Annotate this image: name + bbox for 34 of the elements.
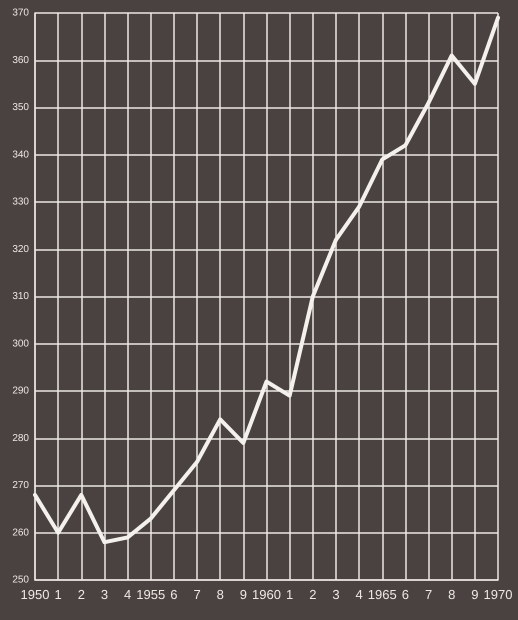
y-tick-label: 320 xyxy=(12,244,30,255)
y-tick-label: 360 xyxy=(12,54,30,66)
y-tick-label: 310 xyxy=(12,291,30,302)
x-tick-label: 1965 xyxy=(368,587,397,602)
x-tick-label: 1970 xyxy=(484,587,512,602)
y-tick-label: 340 xyxy=(12,149,30,160)
x-tick-label: 7 xyxy=(424,587,432,602)
x-tick-label: 6 xyxy=(402,587,410,602)
x-tick-label: 1950 xyxy=(20,587,50,602)
y-tick-label: 260 xyxy=(12,527,30,538)
x-tick-label: 9 xyxy=(471,587,478,602)
x-tick-label: 1 xyxy=(54,587,62,602)
y-tick-label: 270 xyxy=(12,480,30,491)
y-tick-label: 250 xyxy=(12,574,30,586)
x-tick-label: 3 xyxy=(100,587,108,602)
x-tick-label: 4 xyxy=(355,587,363,602)
x-tick-label: 6 xyxy=(170,587,178,602)
x-tick-label: 1 xyxy=(286,587,294,602)
y-tick-label: 330 xyxy=(12,196,30,208)
x-tick-label: 2 xyxy=(78,587,85,602)
x-tick-label: 7 xyxy=(193,587,201,602)
y-tick-label: 300 xyxy=(12,338,30,350)
y-tick-label: 290 xyxy=(12,386,30,396)
x-tick-label: 9 xyxy=(240,587,247,602)
x-tick-label: 8 xyxy=(448,587,456,602)
y-tick-label: 370 xyxy=(12,8,30,18)
x-tick-label: 2 xyxy=(309,587,316,602)
y-tick-label: 350 xyxy=(12,102,30,113)
x-tick-label: 1955 xyxy=(136,587,166,602)
y-tick-label: 280 xyxy=(12,432,30,444)
x-tick-label: 8 xyxy=(216,587,224,602)
x-tick-label: 4 xyxy=(124,587,132,602)
x-tick-label: 1960 xyxy=(252,587,281,602)
x-tick-label: 3 xyxy=(332,587,340,602)
